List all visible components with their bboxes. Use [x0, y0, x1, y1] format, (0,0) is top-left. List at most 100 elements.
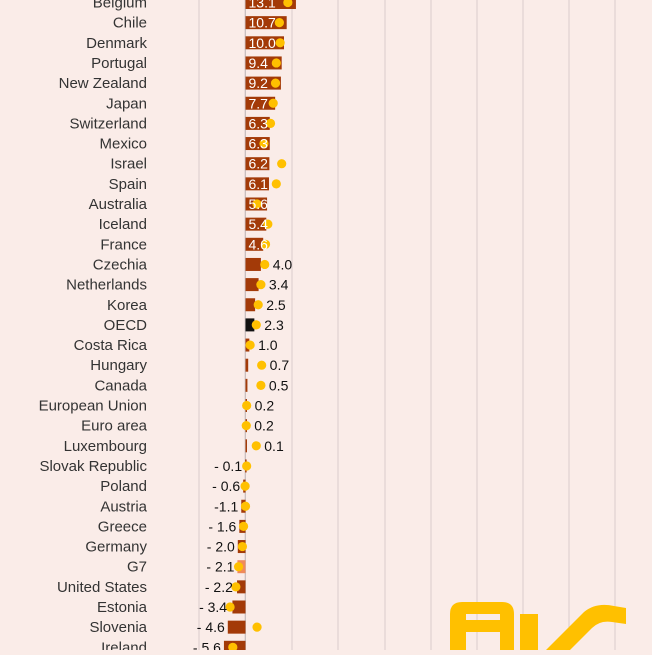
bar [245, 278, 259, 292]
bar [245, 358, 249, 372]
logo-part-middle [520, 614, 538, 650]
bar [245, 318, 255, 332]
point [233, 562, 244, 572]
category-label: Poland [100, 478, 147, 495]
point [238, 521, 249, 532]
point [251, 441, 261, 451]
bar [245, 36, 284, 50]
data-label: - 0.1 [214, 458, 242, 474]
data-label: 9.4 [249, 55, 269, 71]
data-label: 6.3 [249, 136, 269, 152]
point [257, 360, 267, 370]
point [260, 239, 271, 249]
point [256, 280, 266, 290]
point [274, 18, 284, 28]
category-label: Australia [89, 196, 148, 213]
category-label: G7 [127, 559, 147, 576]
category-label: Luxembourg [64, 438, 147, 455]
category-label: Greece [98, 518, 147, 535]
data-label: - 4.6 [197, 619, 225, 635]
data-label: - 1.6 [208, 518, 236, 534]
category-label: Korea [107, 297, 148, 314]
data-label: 0.2 [255, 398, 275, 414]
data-label: 6.3 [249, 115, 269, 131]
category-label: Belgium [93, 0, 147, 12]
point [251, 320, 261, 330]
category-label: Portugal [91, 55, 147, 72]
bar [245, 76, 281, 90]
category-label: Slovak Republic [39, 458, 147, 475]
point [275, 38, 285, 48]
data-label: 5.4 [249, 216, 269, 232]
bar [245, 96, 276, 110]
data-label: - 5.6 [193, 639, 221, 650]
category-label: Iceland [99, 216, 147, 233]
category-label: Ireland [101, 639, 147, 650]
point [283, 0, 293, 8]
category-label: European Union [39, 398, 147, 415]
bar [245, 157, 270, 171]
point [263, 219, 273, 229]
category-label: Mexico [99, 136, 147, 153]
point [231, 582, 241, 592]
category-label: Hungary [90, 357, 147, 374]
data-label: 3.4 [269, 277, 289, 293]
bar [245, 116, 270, 130]
category-label: Switzerland [69, 115, 147, 132]
category-label: New Zealand [59, 75, 147, 92]
data-label: 10.7 [249, 15, 276, 31]
data-label: 4.0 [273, 256, 293, 272]
data-label: 0.2 [254, 418, 274, 434]
point [270, 78, 281, 88]
data-label: 0.7 [270, 357, 290, 373]
point [237, 541, 248, 552]
point [245, 340, 255, 350]
point [252, 199, 262, 209]
data-label: - 2.0 [207, 539, 235, 555]
bar [245, 217, 267, 231]
logo-icon [450, 602, 626, 650]
point [240, 481, 250, 491]
category-label: Chile [113, 15, 147, 32]
data-label: 2.3 [264, 317, 284, 333]
bar [245, 378, 248, 392]
bar [245, 257, 261, 271]
bar [245, 237, 264, 251]
data-label: 1.0 [258, 337, 278, 353]
logo-part-left [450, 602, 514, 650]
category-label: Slovenia [89, 619, 147, 636]
category-label: United States [57, 579, 147, 596]
bar [245, 439, 247, 453]
data-label: 4.6 [249, 236, 269, 252]
category-label: Germany [85, 539, 147, 556]
category-label: OECD [104, 317, 148, 334]
category-labels: Belgium Chile Denmark Portugal New Zealand Ja… [39, 0, 148, 655]
point [241, 421, 251, 431]
category-label: Estonia [97, 599, 148, 616]
data-label: 6.1 [249, 176, 269, 192]
bar [245, 56, 282, 70]
category-label: Costa Rica [74, 337, 148, 354]
data-label: 7.7 [249, 95, 269, 111]
point [259, 138, 269, 149]
data-label: - 2.2 [205, 579, 233, 595]
data-label: - 2.1 [206, 559, 234, 575]
category-label: Japan [106, 95, 147, 112]
category-label: Netherlands [66, 277, 147, 294]
point [240, 501, 251, 511]
point [271, 179, 281, 189]
point [260, 259, 270, 270]
bar [227, 620, 246, 634]
bar [245, 298, 256, 312]
data-label: 13.1 [249, 0, 276, 11]
data-label: -1.1 [214, 498, 238, 514]
bar [237, 580, 246, 594]
category-label: Spain [109, 176, 147, 193]
point [271, 58, 281, 68]
point [225, 602, 235, 612]
data-label: 9.2 [249, 75, 269, 91]
category-label: France [100, 236, 147, 253]
point [252, 622, 262, 632]
bar [245, 0, 296, 9]
